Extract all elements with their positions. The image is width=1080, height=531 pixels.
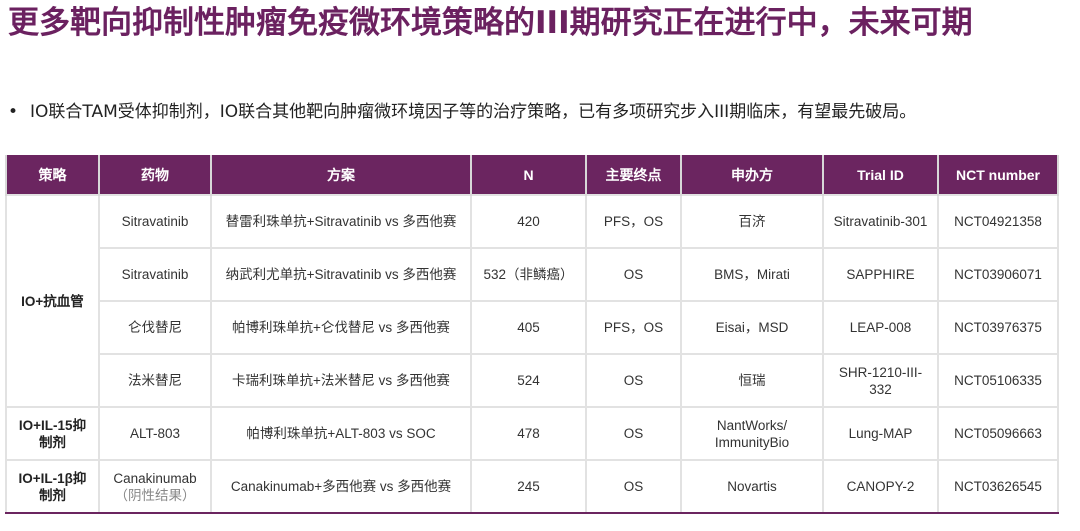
drug-name: Canakinumab [113,470,197,486]
trial-id-cell: LEAP-008 [822,300,939,355]
table-row: 法米替尼 卡瑞利珠单抗+法米替尼 vs 多西他赛 524 OS 恒瑞 SHR-1210-I… [6,353,1059,408]
n-cell: 245 [470,459,587,514]
endpoint-cell: OS [585,353,682,408]
nct-cell: NCT03906071 [937,247,1059,302]
sponsor-cell: Eisai，MSD [680,300,824,355]
strategy-cell: IO+IL-15抑制剂 [5,406,100,461]
endpoint-cell: OS [585,247,682,302]
regimen-cell: 卡瑞利珠单抗+法米替尼 vs 多西他赛 [210,353,472,408]
table-row: IO+抗血管 Sitravatinib 替雷利珠单抗+Sitravatinib vs… [5,194,1059,408]
table-row: IO+IL-1β抑制剂 Canakinumab （阴性结果） Canakinumab+… [5,459,1059,514]
header-nct: NCT number [937,155,1059,195]
endpoint-cell: PFS，OS [585,300,682,355]
nct-cell: NCT03976375 [937,300,1059,355]
trial-id-cell: CANOPY-2 [822,459,939,514]
header-drug: 药物 [98,155,212,195]
nct-cell: NCT05096663 [937,406,1059,461]
header-strategy: 策略 [5,155,100,195]
drug-cell: 仑伐替尼 [98,300,212,355]
header-trial-id: Trial ID [822,155,939,195]
drug-cell: Canakinumab （阴性结果） [98,459,212,514]
sponsor-cell: BMS，Mirati [680,247,824,302]
sponsor-cell: Novartis [680,459,824,514]
endpoint-cell: OS [585,406,682,461]
table-header-row: 策略 药物 方案 N 主要终点 申办方 Trial ID NCT number [5,155,1059,195]
trial-id-cell: SHR-1210-III-332 [822,353,939,408]
n-cell: 478 [470,406,587,461]
drug-cell: Sitravatinib [98,194,212,249]
endpoint-cell: OS [585,459,682,514]
sponsor-cell: 恒瑞 [680,353,824,408]
endpoint-cell: PFS，OS [585,194,682,249]
table-row: IO+IL-15抑制剂 ALT-803 帕博利珠单抗+ALT-803 vs SOC 4… [5,406,1059,461]
nct-cell: NCT05106335 [937,353,1059,408]
n-cell: 524 [470,353,587,408]
n-cell: 405 [470,300,587,355]
drug-cell: Sitravatinib [98,247,212,302]
regimen-cell: 帕博利珠单抗+ALT-803 vs SOC [210,406,472,461]
sponsor-cell: NantWorks/ ImmunityBio [680,406,824,461]
table-row: Sitravatinib 纳武利尤单抗+Sitravatinib vs 多西他赛 5… [6,247,1059,302]
drug-note: （阴性结果） [114,487,196,503]
bullet-icon: • [8,102,19,122]
header-n: N [470,155,587,195]
n-cell: 532（非鳞癌） [470,247,587,302]
strategy-cell: IO+IL-1β抑制剂 [5,459,100,514]
trial-id-cell: Lung-MAP [822,406,939,461]
drug-cell: ALT-803 [98,406,212,461]
bullet-text: IO联合TAM受体抑制剂，IO联合其他靶向肿瘤微环境因子等的治疗策略，已有多项研… [30,102,917,122]
header-sponsor: 申办方 [680,155,824,195]
header-endpoint: 主要终点 [585,155,682,195]
regimen-cell: 纳武利尤单抗+Sitravatinib vs 多西他赛 [210,247,472,302]
table-row: 仑伐替尼 帕博利珠单抗+仑伐替尼 vs 多西他赛 405 PFS，OS Eisai，MS… [6,300,1059,355]
sponsor-cell: 百济 [680,194,824,249]
page-title: 更多靶向抑制性肿瘤免疫微环境策略的III期研究正在进行中，未来可期 [8,5,973,41]
nct-cell: NCT03626545 [937,459,1059,514]
n-cell: 420 [470,194,587,249]
trials-table: 策略 药物 方案 N 主要终点 申办方 Trial ID NCT number … [5,155,1059,514]
trial-id-cell: SAPPHIRE [822,247,939,302]
bullet-point: • IO联合TAM受体抑制剂，IO联合其他靶向肿瘤微环境因子等的治疗策略，已有多项… [8,100,916,124]
trial-id-cell: Sitravatinib-301 [822,194,939,249]
strategy-cell: IO+抗血管 [5,194,100,408]
header-regimen: 方案 [210,155,472,195]
nct-cell: NCT04921358 [937,194,1059,249]
regimen-cell: Canakinumab+多西他赛 vs 多西他赛 [210,459,472,514]
regimen-cell: 替雷利珠单抗+Sitravatinib vs 多西他赛 [210,194,472,249]
drug-cell: 法米替尼 [98,353,212,408]
regimen-cell: 帕博利珠单抗+仑伐替尼 vs 多西他赛 [210,300,472,355]
